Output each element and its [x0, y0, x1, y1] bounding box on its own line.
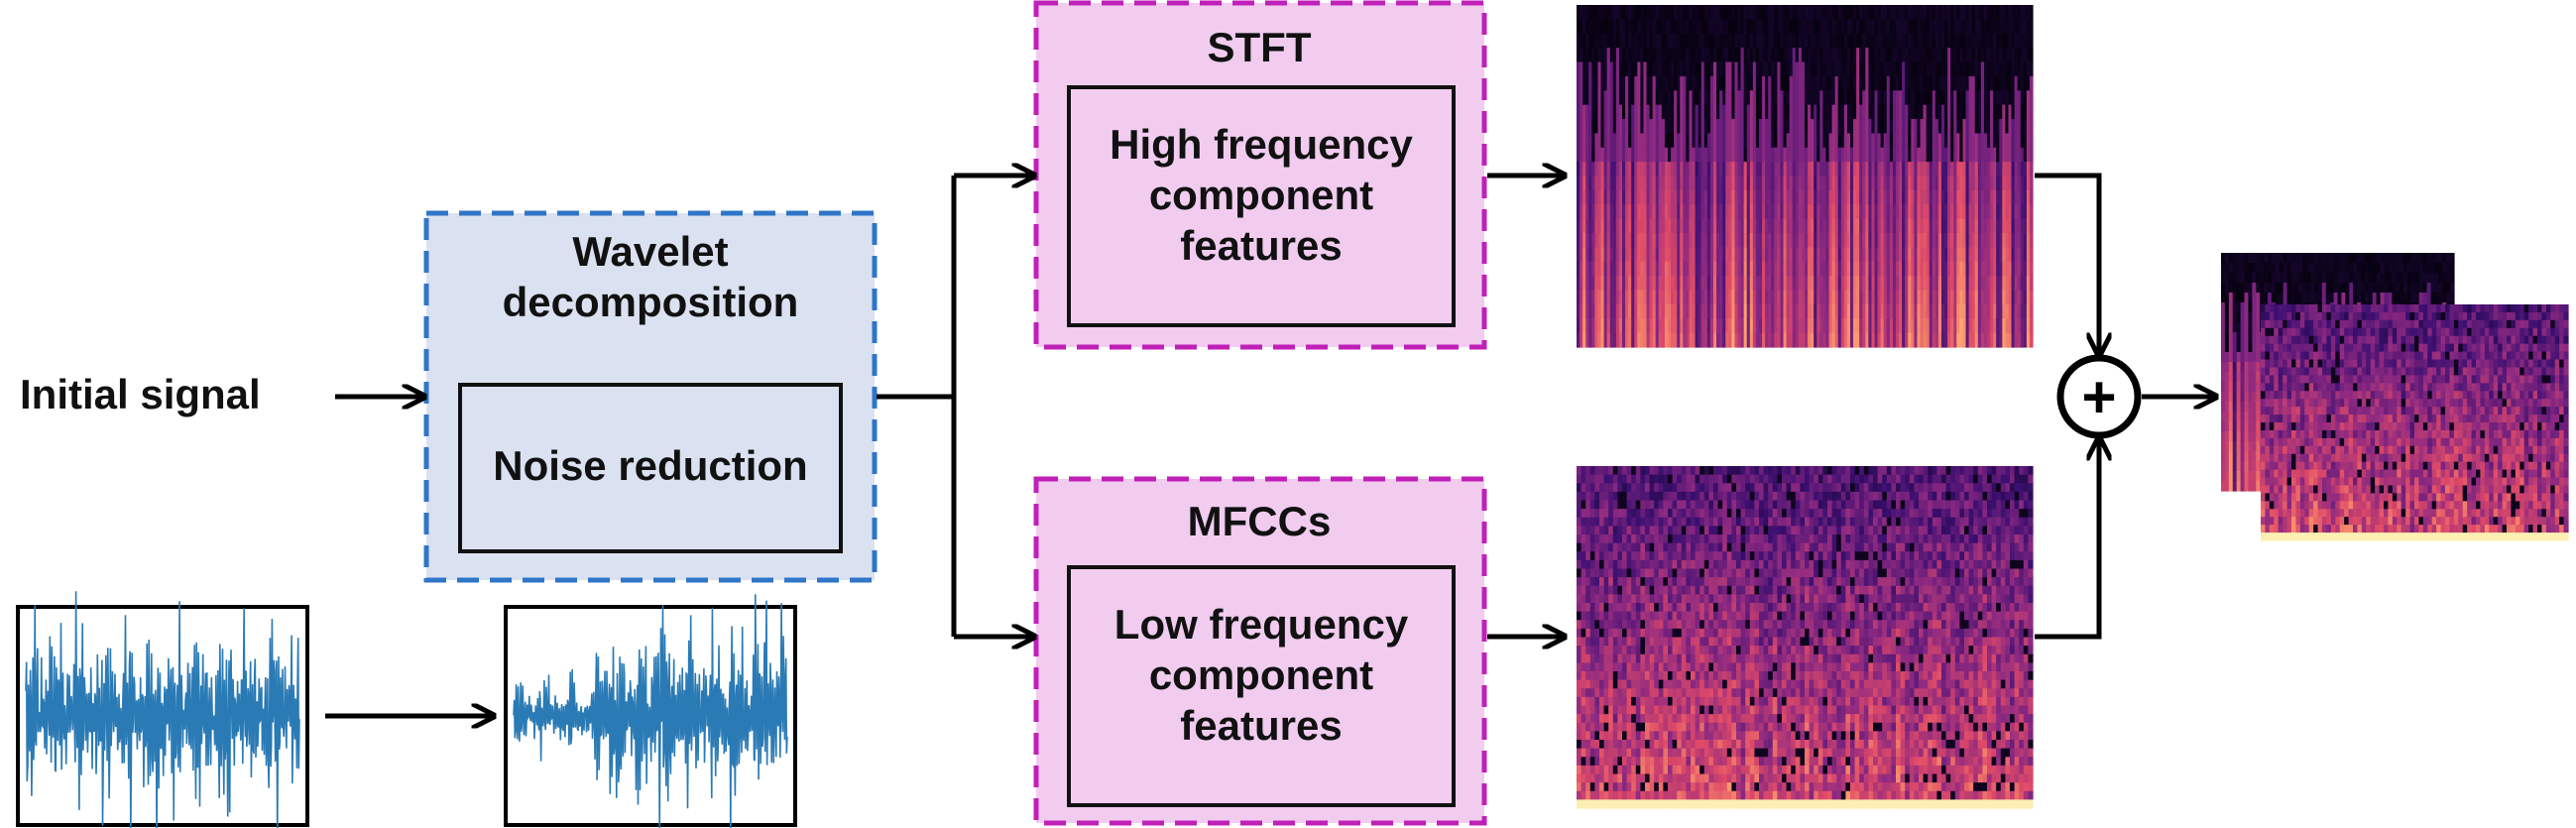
mfcc-box: [1033, 476, 1487, 826]
fused-spectrogram-front-image: [2261, 304, 2569, 541]
mfcc-to-fusion-arrow: [2035, 438, 2099, 640]
wavelet-title: Wavelet decomposition: [502, 228, 799, 326]
noise-reduction-box: [458, 383, 843, 553]
stft-to-fusion-arrow: [2035, 173, 2099, 355]
plus-circle-icon: [2056, 354, 2142, 439]
mfcc-spectrogram-image: [1577, 466, 2034, 809]
fusion-symbol: +: [2081, 364, 2116, 430]
low-frequency-box: [1067, 565, 1456, 807]
stft-box: [1033, 0, 1487, 350]
initial-signal-label: Initial signal: [20, 371, 261, 417]
mfcc-title: MFCCs: [1187, 498, 1332, 544]
low-frequency-label: Low frequency component features: [1113, 601, 1409, 750]
denoised-waveform-image: [513, 594, 788, 828]
stft-spectrogram-image: [1577, 5, 2034, 348]
raw-waveform-image: [25, 591, 300, 828]
noise-reduction-label: Noise reduction: [493, 442, 808, 489]
high-frequency-box: [1067, 85, 1456, 327]
stft-title: STFT: [1207, 24, 1312, 70]
high-frequency-label: High frequency component features: [1110, 121, 1413, 270]
